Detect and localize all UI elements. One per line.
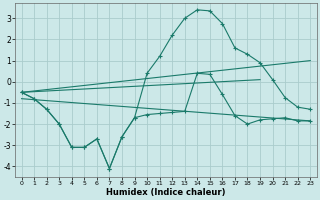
X-axis label: Humidex (Indice chaleur): Humidex (Indice chaleur) <box>106 188 226 197</box>
